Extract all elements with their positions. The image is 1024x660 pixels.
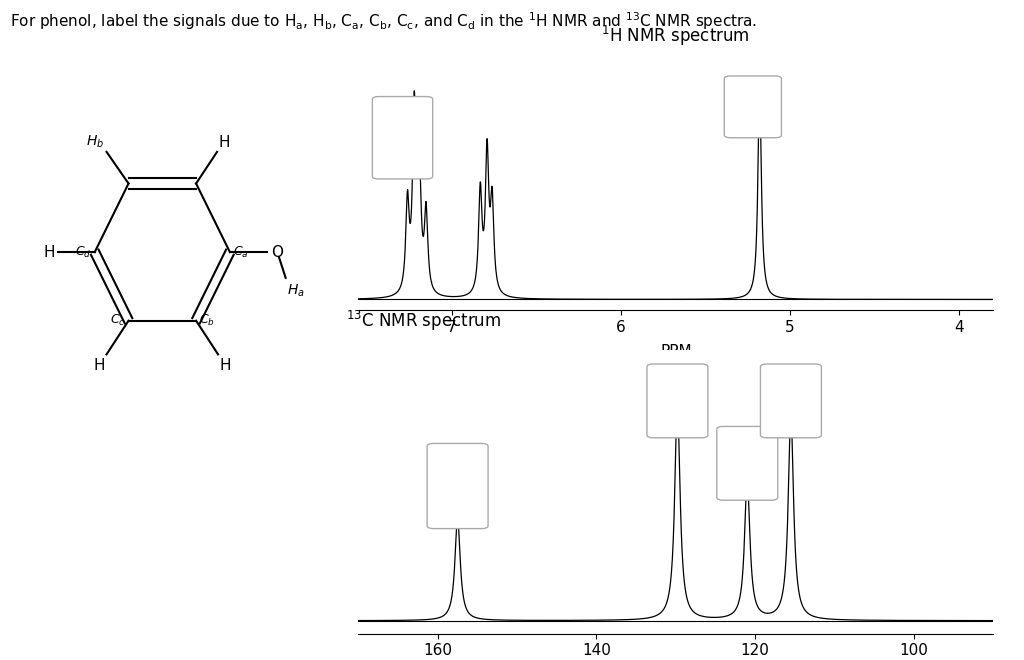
Text: $^{13}$C NMR spectrum: $^{13}$C NMR spectrum	[346, 309, 501, 333]
FancyBboxPatch shape	[647, 364, 708, 438]
Text: $C_d$: $C_d$	[75, 245, 91, 259]
Text: H: H	[43, 245, 55, 259]
X-axis label: PPM: PPM	[660, 344, 691, 358]
Text: $C_b$: $C_b$	[200, 313, 215, 328]
FancyBboxPatch shape	[724, 76, 781, 138]
Text: H: H	[93, 358, 104, 374]
FancyBboxPatch shape	[761, 364, 821, 438]
Text: H: H	[220, 358, 231, 374]
Text: $C_c$: $C_c$	[110, 313, 125, 328]
FancyBboxPatch shape	[427, 444, 488, 529]
Text: $H_a$: $H_a$	[288, 282, 305, 299]
Title: $^1$H NMR spectrum: $^1$H NMR spectrum	[601, 24, 751, 48]
Text: O: O	[271, 245, 283, 259]
FancyBboxPatch shape	[373, 96, 433, 179]
Text: $C_a$: $C_a$	[233, 245, 249, 259]
Text: H: H	[219, 135, 230, 150]
Text: For phenol, label the signals due to $\mathrm{H_a}$, $\mathrm{H_b}$, $\mathrm{C_: For phenol, label the signals due to $\m…	[10, 10, 758, 32]
Text: $H_b$: $H_b$	[86, 133, 103, 150]
FancyBboxPatch shape	[717, 426, 778, 500]
